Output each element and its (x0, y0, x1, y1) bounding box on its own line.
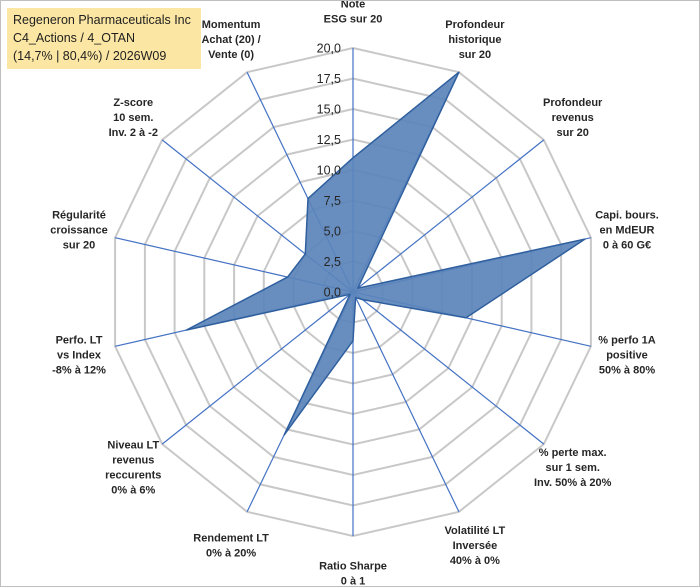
axis-label-line: 40% à 0% (450, 555, 500, 567)
axis-label-line: -8% à 12% (52, 365, 106, 377)
axis-label-line: ESG sur 20 (324, 14, 383, 26)
axis-label-line: Profondeur (543, 97, 603, 109)
tick-label: 0,0 (324, 286, 341, 300)
axis-label: Perfo. LT vs Index -8% à 12% (52, 335, 106, 377)
axis-label: % perte max. sur 1 sem. Inv. 50% à 20% (534, 447, 612, 489)
axis-label: Rendement LT 0% à 20% (193, 533, 269, 560)
axis-label-line: 10 sem. (113, 112, 153, 124)
axis-label-line: positive (606, 350, 648, 362)
axis-label: Profondeur historique sur 20 (445, 19, 505, 61)
axis-label-line: Inversée (453, 540, 498, 552)
axis-label-line: reccurents (105, 470, 161, 482)
axis-label: Volatilité LT Inversée 40% à 0% (445, 525, 506, 567)
axis-label-line: revenus (112, 455, 154, 467)
tick-label: 5,0 (324, 225, 341, 239)
axis-spoke (352, 139, 545, 293)
tick-label: 20,0 (317, 42, 341, 56)
axis-spoke (161, 291, 354, 445)
axis-label-line: Inv. 50% à 20% (534, 477, 612, 489)
axis-label: Ratio Sharpe 0 à 1 (319, 561, 387, 588)
axis-label-line: Niveau LT (107, 440, 159, 452)
axis-label: Note ESG sur 20 (324, 1, 383, 26)
axis-label-line: % perfo 1A (598, 335, 656, 347)
axis-label-line: Vente (0) (208, 49, 254, 61)
axis-label-line: sur 1 sem. (545, 462, 599, 474)
axis-label-line: Perfo. LT (56, 335, 103, 347)
axis-label: Niveau LT revenus reccurents 0% à 6% (105, 440, 161, 497)
axis-label-line: Inv. 2 à -2 (109, 127, 158, 139)
title-box: Regeneron Pharmaceuticals Inc C4_Actions… (7, 8, 201, 69)
axis-label-line: croissance (50, 225, 107, 237)
chart-stats: (14,7% | 80,4%) / 2026W09 (13, 49, 167, 63)
axis-label-line: sur 20 (459, 49, 491, 61)
axis-label-line: Momentum (202, 19, 261, 31)
axis-label-line: historique (448, 34, 501, 46)
axis-label-line: sur 20 (63, 240, 95, 252)
axis-label: Momentum Achat (20) / Vente (0) (201, 19, 260, 61)
axis-label-line: sur 20 (556, 127, 588, 139)
axis-label-line: 0 à 60 G€ (603, 240, 651, 252)
axis-label: % perfo 1A positive 50% à 80% (598, 335, 656, 377)
tick-label: 15,0 (317, 103, 341, 117)
axis-label: Capi. bours. en MdEUR 0 à 60 G€ (595, 210, 659, 252)
axis-label-line: en MdEUR (600, 225, 655, 237)
axis-label-line: Z-score (113, 97, 153, 109)
axis-label-line: Régularité (52, 210, 106, 222)
tick-label: 17,5 (317, 72, 341, 86)
axis-label-line: % perte max. (539, 447, 607, 459)
axis-label-line: Capi. bours. (595, 210, 659, 222)
chart-title: Regeneron Pharmaceuticals Inc (13, 13, 191, 27)
axis-label-line: Volatilité LT (445, 525, 506, 537)
tick-label: 2,5 (324, 255, 341, 269)
axis-label-line: vs Index (57, 350, 102, 362)
axis-label-line: revenus (552, 112, 594, 124)
radar-series (185, 71, 586, 436)
axis-label-line: Note (341, 1, 365, 11)
axis-label-line: 50% à 80% (599, 365, 655, 377)
tick-label: 12,5 (317, 133, 341, 147)
axis-label-line: Achat (20) / (201, 34, 260, 46)
axis-label-line: Rendement LT (193, 533, 269, 545)
axis-label-line: Profondeur (445, 19, 505, 31)
axis-label-line: 0% à 20% (206, 548, 256, 560)
axis-label-line: Ratio Sharpe (319, 561, 387, 573)
axis-spoke (352, 291, 460, 513)
radar-axis-labels: Note ESG sur 20 Profondeur historique sur 20… (50, 1, 659, 588)
axis-label: Régularité croissance sur 20 (50, 210, 107, 252)
tick-label: 7,5 (324, 194, 341, 208)
axis-label-line: 0 à 1 (341, 576, 365, 588)
axis-label: Z-score 10 sem. Inv. 2 à -2 (109, 97, 158, 139)
radar-tick-labels: 0,0 2,5 5,0 7,5 10,0 12,5 15,0 17,5 20,0 (317, 42, 341, 300)
tick-label: 10,0 (317, 164, 341, 178)
axis-spoke (352, 291, 545, 445)
chart-category: C4_Actions / 4_OTAN (13, 31, 136, 45)
series-area (185, 71, 586, 436)
axis-label: Profondeur revenus sur 20 (543, 97, 603, 139)
axis-label-line: 0% à 6% (111, 485, 155, 497)
